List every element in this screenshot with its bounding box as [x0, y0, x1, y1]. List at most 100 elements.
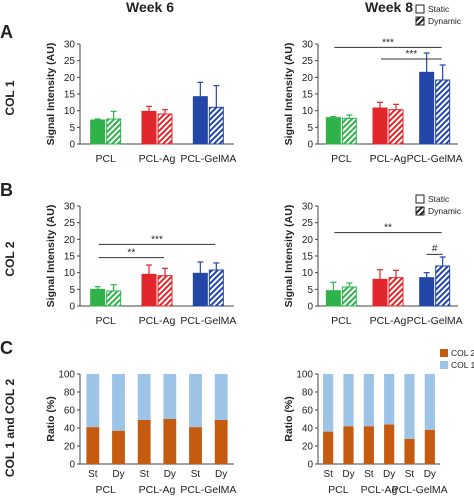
stacked-segment-col1: [137, 374, 151, 420]
stacked-segment-col1: [404, 374, 415, 439]
bar-static: [325, 290, 341, 307]
legend-static-dynamic-top: Static Dynamic: [415, 4, 462, 26]
significance-label: ***: [151, 234, 163, 245]
stacked-segment-col1: [384, 374, 395, 425]
bar-static: [419, 71, 435, 145]
bar-static: [141, 110, 157, 145]
y-tick-label: 15: [64, 252, 76, 263]
row-label-col2: COL 2: [3, 241, 17, 276]
y-tick-label: 0: [69, 302, 75, 313]
y-tick-label: 30: [64, 202, 76, 213]
y-tick-label: 0: [307, 460, 313, 471]
y-axis-label: Ratio (%): [45, 396, 57, 442]
y-tick-label: 10: [302, 106, 314, 117]
y-tick-label: 100: [58, 370, 75, 381]
y-tick-label: 10: [302, 268, 314, 279]
y-tick-label: 20: [64, 235, 76, 246]
legend-dynamic-label: Dynamic: [428, 206, 462, 216]
y-tick-label: 0: [307, 302, 313, 313]
y-tick-label: 5: [307, 285, 313, 296]
group-label: PCL: [95, 484, 116, 496]
x-tick-label: PCL-GelMA: [407, 315, 463, 327]
y-tick-label: 20: [302, 73, 314, 84]
bar-dynamic: [341, 286, 357, 307]
y-tick-label: 80: [302, 388, 314, 399]
significance-label: **: [127, 248, 135, 259]
y-axis-label: Signal Intensity (AU): [45, 205, 57, 308]
charts: 0 5 10 15 20 25 30 Signal Intensity (AU) PCL PCL-…: [45, 37, 463, 496]
row-label-col1-col2: COL 1 and COL 2: [3, 379, 17, 478]
panel-label-c: C: [0, 338, 13, 358]
y-tick-label: 100: [296, 370, 313, 381]
y-tick-label: 10: [64, 268, 76, 279]
stacked-segment-col1: [189, 374, 202, 428]
significance-label: #: [432, 243, 438, 254]
x-tick-label: PCL-Ag: [139, 315, 176, 327]
x-tick-label: PCL-GelMA: [407, 153, 463, 165]
chart-C-week8: 0 20 40 60 80 100 Ratio (%) St Dy St Dy St Dy PCL PCL-…: [283, 370, 448, 496]
y-tick-label: 20: [64, 73, 76, 84]
y-axis-label: Signal Intensity (AU): [283, 205, 295, 308]
legend-col2-swatch: [440, 349, 448, 357]
y-tick-label: 15: [64, 90, 76, 101]
y-tick-label: 25: [302, 56, 314, 67]
bar-static: [419, 277, 435, 307]
bar-dynamic: [208, 269, 224, 307]
bar-dynamic: [157, 275, 173, 307]
y-tick-label: 0: [69, 140, 75, 151]
stacked-segment-col2: [86, 427, 100, 464]
x-tick-label: PCL: [95, 153, 116, 165]
x-tick-label: Dy: [164, 469, 176, 480]
bar-dynamic: [435, 265, 451, 307]
bar-dynamic: [106, 118, 122, 145]
stacked-segment-col2: [163, 419, 177, 464]
x-tick-label: Dy: [342, 469, 354, 480]
x-tick-label: Dy: [424, 469, 436, 480]
stacked-segment-col2: [137, 419, 151, 464]
legend-static-label: Static: [428, 4, 450, 14]
stacked-segment-col1: [112, 374, 125, 431]
x-tick-label: Dy: [215, 469, 227, 480]
stacked-segment-col1: [86, 374, 100, 428]
bar-static: [90, 288, 106, 307]
stacked-segment-col2: [384, 424, 395, 464]
group-label: PCL-GelMA: [392, 484, 448, 496]
y-tick-label: 40: [64, 424, 76, 435]
x-tick-label: Dy: [112, 469, 124, 480]
y-axis-label: Ratio (%): [283, 396, 295, 442]
x-tick-label: PCL-Ag: [370, 153, 407, 165]
bar-static: [372, 107, 388, 145]
x-tick-label: PCL-GelMA: [180, 153, 236, 165]
stacked-segment-col2: [323, 431, 334, 464]
chart-A-week8: 0 5 10 15 20 25 30 Signal Intensity (AU) PCL PCL-…: [283, 37, 463, 165]
legend-static-swatch: [415, 194, 425, 204]
bar-dynamic: [388, 109, 404, 145]
header-week8: Week 8: [365, 0, 413, 15]
group-label: PCL-Ag: [139, 484, 176, 496]
y-tick-label: 20: [64, 442, 76, 453]
chart-B-week8: 0 5 10 15 20 25 30 Signal Intensity (AU) PCL PCL-…: [283, 202, 463, 328]
bar-dynamic: [435, 79, 451, 145]
x-tick-label: St: [364, 469, 374, 480]
y-tick-label: 15: [302, 90, 314, 101]
legend-ratio: COL 2 COL 1: [440, 348, 474, 370]
stacked-segment-col2: [112, 430, 125, 464]
legend-dynamic-swatch: [415, 206, 425, 216]
bar-static: [141, 273, 157, 307]
y-tick-label: 20: [302, 235, 314, 246]
legend-dynamic-swatch: [415, 16, 425, 26]
y-tick-label: 10: [64, 106, 76, 117]
header-week6: Week 6: [126, 0, 174, 15]
legend-dynamic-label: Dynamic: [428, 16, 462, 26]
bar-static: [192, 96, 208, 145]
x-tick-label: PCL: [95, 315, 116, 327]
chart-B-week6: 0 5 10 15 20 25 30 Signal Intensity (AU) PCL PCL-…: [45, 202, 236, 328]
y-tick-label: 30: [64, 40, 76, 51]
y-axis-label: Signal Intensity (AU): [283, 43, 295, 146]
x-tick-label: PCL: [331, 153, 352, 165]
stacked-segment-col2: [214, 419, 228, 464]
group-label: PCL: [328, 484, 349, 496]
bar-dynamic: [106, 290, 122, 307]
y-tick-label: 40: [302, 424, 314, 435]
